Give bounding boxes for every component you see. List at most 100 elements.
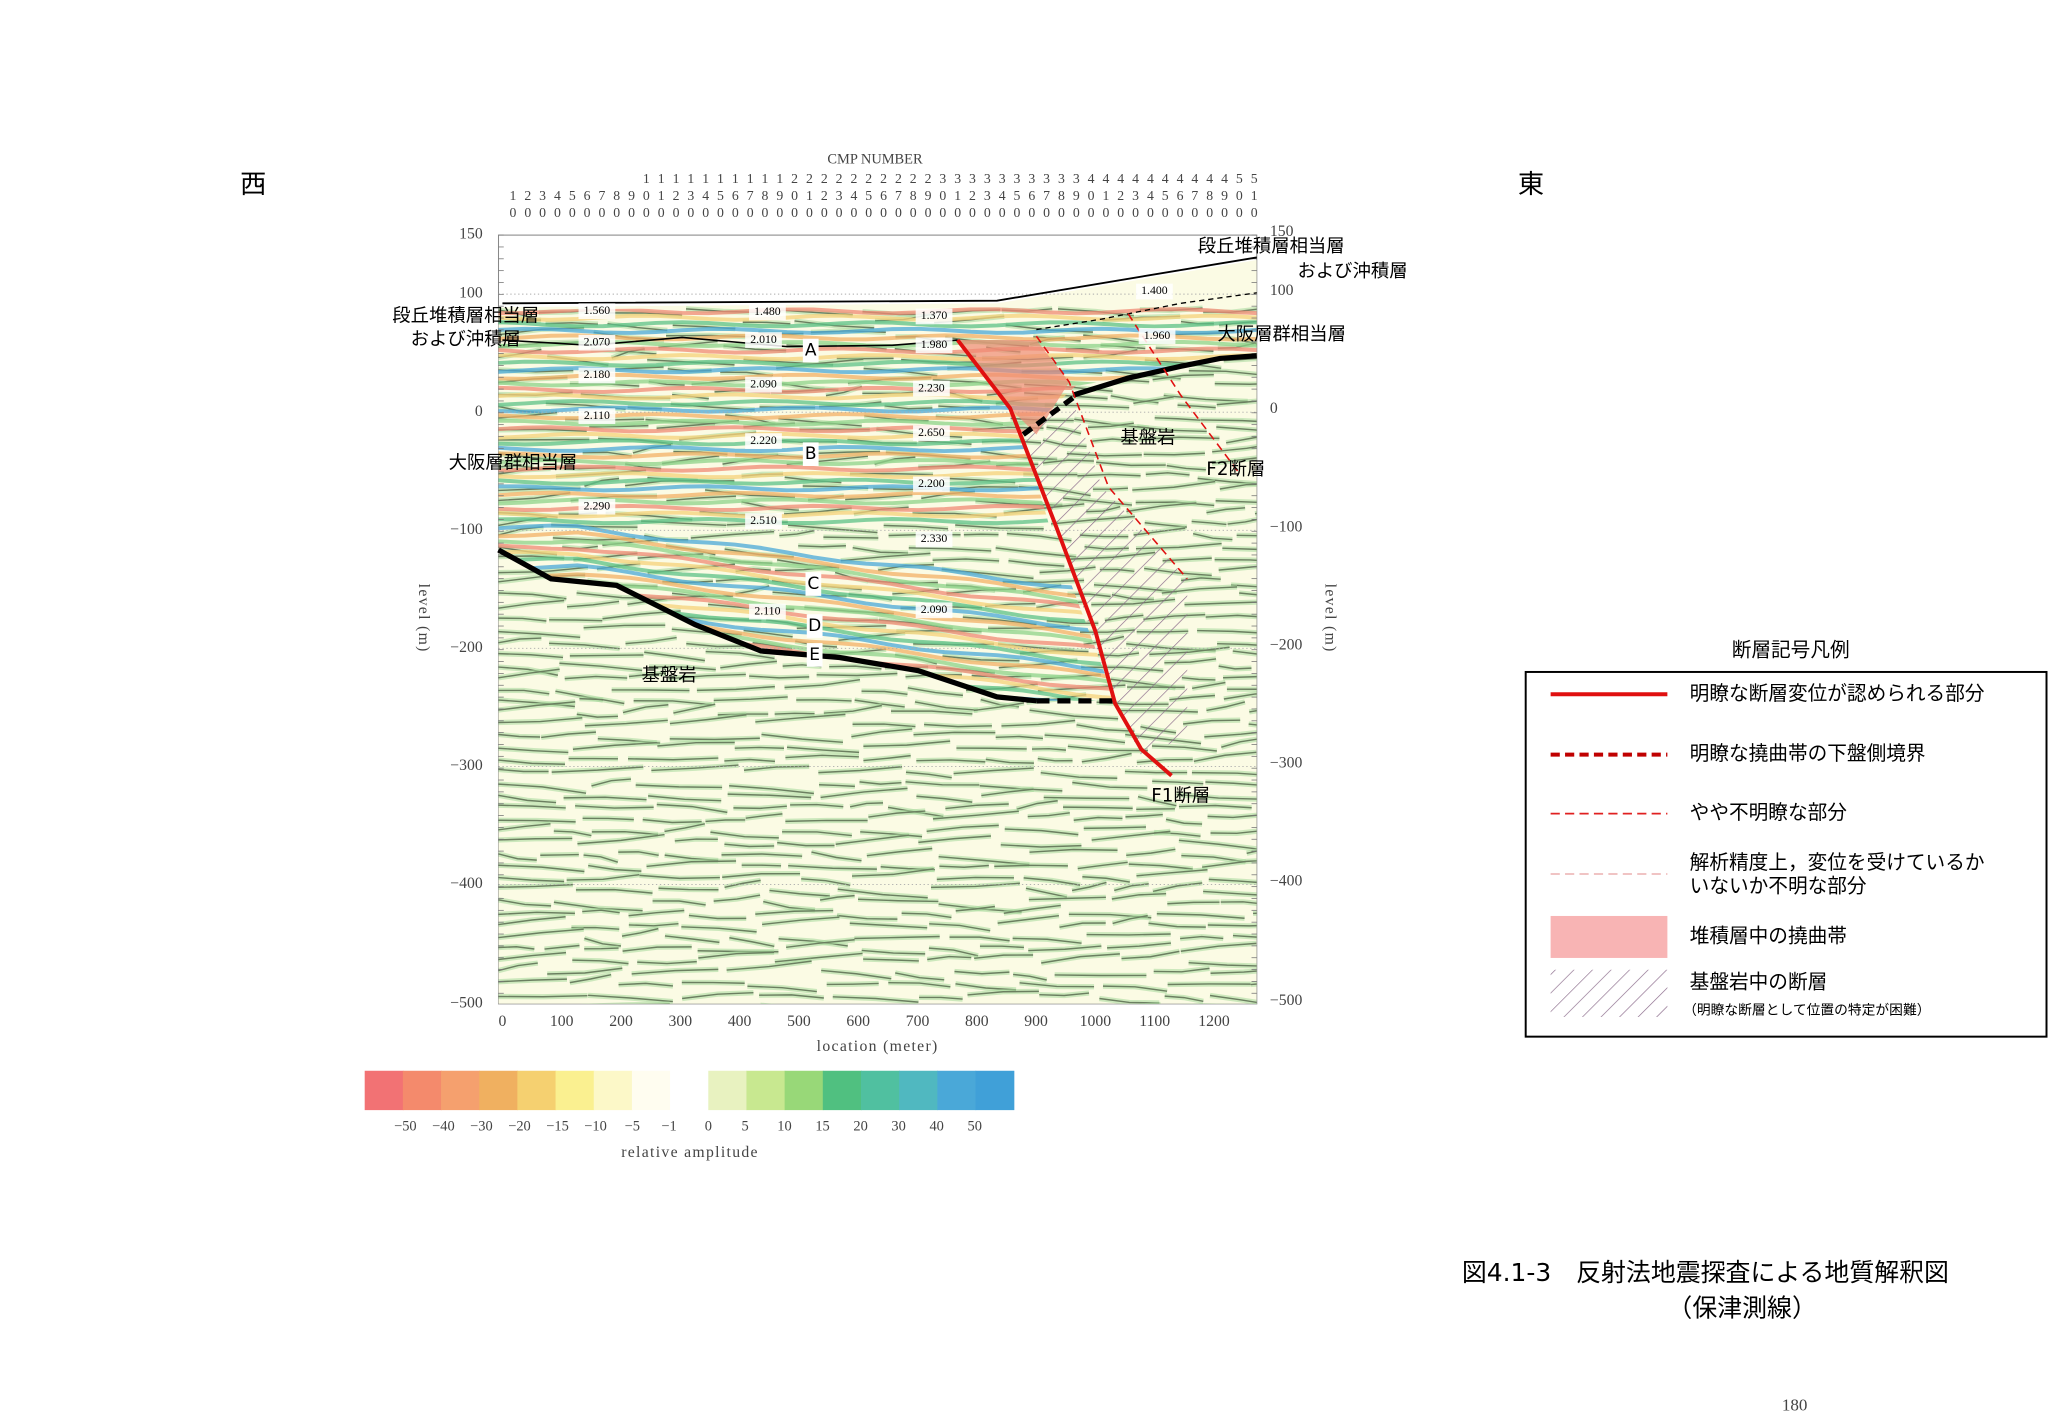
reflector <box>583 854 619 863</box>
velocity-label: 1.960 <box>1144 328 1171 342</box>
reflector <box>544 944 580 950</box>
cmp-number: 270 <box>891 171 906 222</box>
right-tick-label: −200 <box>1270 636 1303 653</box>
color-scale-tick: −30 <box>470 1118 493 1134</box>
horizon-letter: D <box>808 616 821 636</box>
reflector <box>628 922 679 927</box>
reflector <box>1039 992 1090 997</box>
reflector <box>907 687 963 697</box>
reflector <box>498 804 566 809</box>
reflector <box>759 994 824 999</box>
reflector <box>577 833 665 845</box>
reflector <box>498 883 573 889</box>
basement-east-dashed <box>1021 395 1075 437</box>
reflector <box>1221 738 1257 748</box>
reflector <box>926 824 999 833</box>
velocity-label-bg <box>915 308 953 325</box>
reflector <box>918 835 991 844</box>
velocity-label: 2.090 <box>750 376 777 390</box>
reflector <box>931 882 1021 889</box>
cmp-number: 380 <box>1054 171 1069 222</box>
basement-east <box>1072 353 1257 398</box>
reflector <box>540 853 579 856</box>
x-tick-label: 400 <box>728 1013 752 1030</box>
reflector <box>995 547 1077 558</box>
reflector <box>1044 734 1126 744</box>
reflector <box>762 916 840 926</box>
cmp-number: 80 <box>609 188 624 222</box>
reflector <box>1204 729 1257 738</box>
reflector <box>1232 650 1257 660</box>
reflector <box>498 819 576 823</box>
reflector <box>589 424 649 428</box>
reflector <box>642 818 702 824</box>
cmp-number: 250 <box>861 171 876 222</box>
reflector <box>1152 373 1214 381</box>
reflector <box>919 996 963 1000</box>
cmp-number: 170 <box>743 171 758 222</box>
reflector <box>498 689 550 695</box>
reflector <box>1112 914 1148 925</box>
reflector <box>1210 829 1257 835</box>
reflector <box>1001 719 1076 727</box>
amplitude-band <box>498 320 1257 329</box>
reflector <box>681 926 757 933</box>
color-scale-tick: 15 <box>815 1118 829 1134</box>
color-scale-tick: 10 <box>777 1118 791 1134</box>
fault-f1 <box>956 338 1173 778</box>
reflector <box>1192 532 1233 541</box>
reflector <box>1250 976 1257 986</box>
color-scale-swatch <box>631 1070 671 1111</box>
reflector <box>1121 950 1180 960</box>
reflector <box>939 864 989 868</box>
right-tick-label: −500 <box>1270 992 1303 1009</box>
reflector <box>761 733 843 744</box>
reflector <box>1031 747 1066 751</box>
reflector <box>1259 661 1332 666</box>
reflector <box>774 952 863 963</box>
reflector <box>566 600 620 608</box>
reflector <box>582 909 620 914</box>
color-scale-tick: −1 <box>661 1118 676 1134</box>
reflector <box>1114 883 1149 892</box>
reflector <box>840 552 931 562</box>
cmp-number: 470 <box>1187 171 1202 222</box>
reflector <box>498 464 534 469</box>
reflector <box>924 723 992 728</box>
reflector <box>783 507 852 515</box>
reflector <box>1111 892 1167 900</box>
reflector <box>628 909 685 917</box>
reflector <box>1253 908 1257 915</box>
reflector <box>1072 1003 1161 1004</box>
reflector <box>1027 812 1070 818</box>
velocity-label: 1.400 <box>1141 283 1168 297</box>
reflector <box>622 704 669 714</box>
reflector <box>698 951 775 959</box>
caption-subtitle: （保津測線） <box>1667 1294 1816 1323</box>
reflector <box>1124 770 1188 774</box>
reflector <box>1000 844 1082 848</box>
reflector <box>1246 846 1257 855</box>
reflector <box>863 754 911 762</box>
reflector <box>794 320 875 329</box>
reflector <box>710 831 779 839</box>
reflector <box>816 672 898 677</box>
reflector <box>859 781 902 785</box>
reflector <box>1136 758 1193 764</box>
reflector <box>696 685 775 692</box>
reflector <box>579 697 625 705</box>
x-tick-label: 700 <box>906 1013 930 1030</box>
cmp-number: 150 <box>713 171 728 222</box>
geology-label: および沖積層 <box>1297 261 1407 282</box>
color-scale-tick: −40 <box>432 1118 455 1134</box>
reflector <box>741 864 782 867</box>
cmp-number: 370 <box>1039 171 1054 222</box>
reflector <box>572 959 629 965</box>
legend-note: （明瞭な断層として位置の特定が困難） <box>1683 1002 1930 1018</box>
reflector <box>1059 922 1106 928</box>
reflector <box>1019 982 1095 988</box>
color-scale-swatch <box>937 1070 977 1111</box>
geology-label: 段丘堆積層相当層 <box>1198 236 1345 257</box>
reflector <box>669 737 760 741</box>
reflector <box>1091 830 1171 841</box>
